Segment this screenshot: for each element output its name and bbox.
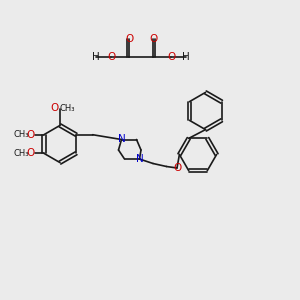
Text: O: O bbox=[27, 130, 35, 140]
Text: O: O bbox=[27, 148, 35, 158]
Text: CH₃: CH₃ bbox=[13, 149, 28, 158]
Text: N: N bbox=[136, 154, 143, 164]
Text: H: H bbox=[182, 52, 190, 62]
Text: N: N bbox=[118, 134, 125, 145]
Text: O: O bbox=[125, 34, 133, 44]
Text: CH₃: CH₃ bbox=[60, 104, 75, 113]
Text: O: O bbox=[173, 163, 181, 173]
Text: H: H bbox=[92, 52, 100, 62]
Text: O: O bbox=[50, 103, 59, 113]
Text: O: O bbox=[167, 52, 175, 62]
Text: CH₃: CH₃ bbox=[13, 130, 28, 139]
Text: O: O bbox=[149, 34, 157, 44]
Text: O: O bbox=[107, 52, 115, 62]
